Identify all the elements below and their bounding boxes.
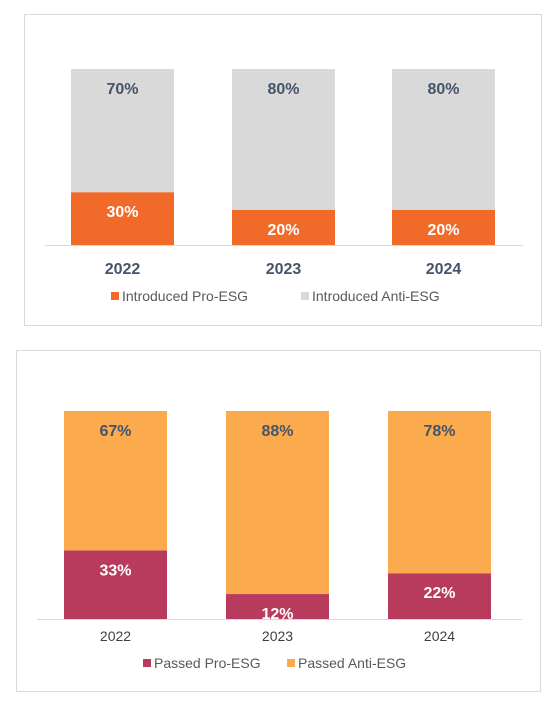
introduced-x-tick-2024: 2024 [426, 261, 462, 278]
passed-data-label-anti-2022: 67% [99, 423, 131, 440]
introduced-legend-label-pro: Introduced Pro-ESG [122, 288, 248, 304]
passed-chart-svg: 33% 67% 2022 12% 88% 2023 22% 78% 2024 Passed Pro… [37, 411, 522, 671]
introduced-bar-pro-2022 [71, 192, 174, 245]
passed-x-tick-2024: 2024 [424, 628, 455, 644]
passed-bar-pro-2024 [388, 573, 491, 619]
introduced-data-label-pro-2023: 20% [267, 222, 299, 239]
introduced-data-label-pro-2022: 30% [106, 204, 138, 221]
passed-bar-anti-2024 [388, 411, 491, 574]
introduced-x-tick-2022: 2022 [105, 261, 141, 278]
passed-bar-anti-2022 [64, 411, 167, 551]
passed-legend-label-pro: Passed Pro-ESG [154, 655, 261, 671]
passed-bar-anti-2023 [226, 411, 329, 595]
passed-data-label-anti-2023: 88% [261, 423, 293, 440]
passed-data-label-pro-2023: 12% [261, 606, 293, 623]
introduced-data-label-pro-2024: 20% [427, 222, 459, 239]
introduced-legend-swatch-pro [111, 292, 119, 300]
introduced-data-label-anti-2022: 70% [106, 81, 138, 98]
introduced-data-label-anti-2023: 80% [267, 81, 299, 98]
chart-panel-passed: 33% 67% 2022 12% 88% 2023 22% 78% 2024 Passed Pro… [16, 350, 541, 692]
passed-bar-pro-2023 [226, 594, 329, 619]
introduced-data-label-anti-2024: 80% [427, 81, 459, 98]
passed-legend-label-anti: Passed Anti-ESG [298, 655, 406, 671]
passed-legend-swatch-anti [287, 659, 295, 667]
introduced-bar-anti-2023 [232, 69, 335, 210]
introduced-chart-svg: 30% 70% 2022 20% 80% 2023 20% 80% 2024 Introduced… [45, 69, 523, 304]
introduced-legend-label-anti: Introduced Anti-ESG [312, 288, 440, 304]
introduced-bar-pro-2023 [232, 209, 335, 245]
introduced-x-tick-2023: 2023 [266, 261, 302, 278]
passed-data-label-pro-2022: 33% [99, 562, 131, 579]
introduced-legend-swatch-anti [301, 292, 309, 300]
passed-legend-swatch-pro [143, 659, 151, 667]
passed-x-tick-2023: 2023 [262, 628, 293, 644]
introduced-bar-anti-2022 [71, 69, 174, 193]
passed-bar-pro-2022 [64, 550, 167, 619]
chart-panel-introduced: 30% 70% 2022 20% 80% 2023 20% 80% 2024 Introduced… [24, 14, 542, 326]
introduced-bar-pro-2024 [392, 209, 495, 245]
passed-x-tick-2022: 2022 [100, 628, 131, 644]
passed-data-label-pro-2024: 22% [423, 585, 455, 602]
introduced-bar-anti-2024 [392, 69, 495, 210]
passed-data-label-anti-2024: 78% [423, 423, 455, 440]
